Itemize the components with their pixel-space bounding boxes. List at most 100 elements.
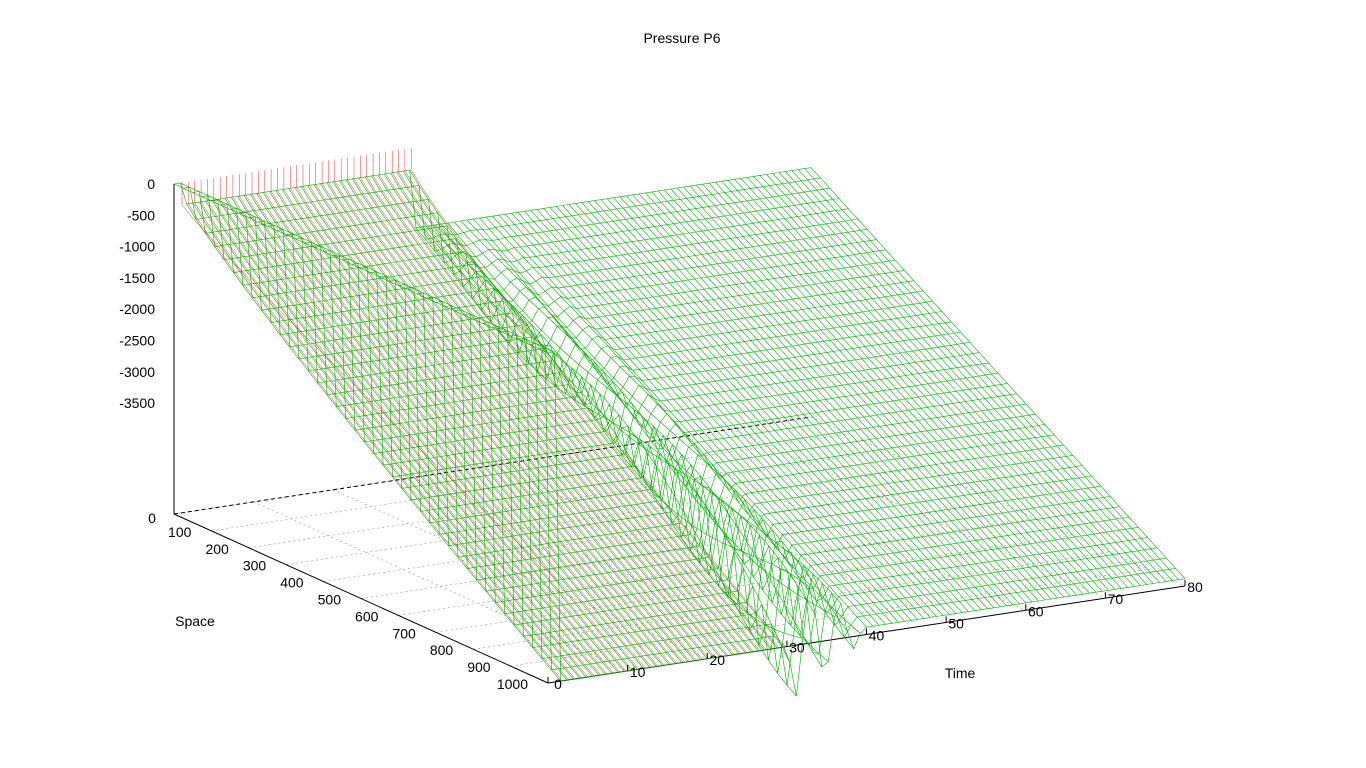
surface-underside-line [372, 153, 748, 653]
surface-underside-line [411, 147, 786, 648]
surface-underside-line [347, 157, 722, 657]
surface-line [463, 313, 1101, 587]
z-tick-label: -1000 [119, 239, 155, 255]
surface-underside-line [245, 173, 620, 673]
surface-underside-line [232, 175, 608, 675]
y-tick-label: 400 [280, 575, 304, 591]
grid-line [492, 465, 867, 635]
surface-underside-line [340, 158, 716, 658]
y-tick-label: 1000 [497, 676, 528, 692]
surface-line [445, 305, 1083, 564]
surface-underside-line [379, 152, 754, 652]
surface-line [547, 351, 1186, 697]
y-tick-label: 600 [355, 608, 379, 624]
surface-underside-line [251, 172, 627, 672]
grid-line [286, 467, 924, 566]
surface-underside-line [226, 176, 601, 676]
surface-underside-line [309, 163, 684, 663]
surface-line [202, 195, 840, 264]
x-tick-label: 0 [554, 676, 562, 692]
surface-underside-line [328, 160, 703, 660]
surface-line [332, 254, 971, 419]
surface-line [379, 275, 1017, 480]
x-tick-label: 30 [789, 640, 805, 656]
surface-underside-line [277, 168, 652, 668]
z-tick-label: -1500 [119, 270, 155, 286]
grid-line [810, 416, 1186, 587]
surface-underside-line [213, 177, 588, 678]
surface-line [538, 347, 1176, 686]
grid-line [211, 433, 849, 532]
y-tick-label: 800 [430, 642, 454, 658]
x-tick-label: 40 [869, 628, 885, 644]
surface-line [473, 317, 1111, 598]
y-axis-label: Space [175, 613, 215, 629]
y-tick-label: 900 [467, 659, 491, 675]
grid-line [571, 453, 947, 623]
x-axis-label: Time [945, 665, 976, 681]
grid-line [731, 428, 1106, 599]
surface-line [323, 250, 961, 408]
pressure-surface [173, 147, 1186, 697]
surface-line [314, 246, 952, 396]
y-tick-label: 500 [318, 592, 342, 608]
surface-line [183, 177, 821, 240]
surface-line [286, 233, 924, 363]
surface-line [220, 203, 858, 288]
surface-underside-line [315, 162, 690, 662]
surface-line [529, 343, 1167, 674]
surface-underside-line [270, 169, 646, 669]
surface-line [466, 219, 842, 604]
y-tick-label: 200 [205, 541, 229, 557]
surface-underside-line [194, 180, 569, 680]
surface-underside-line [200, 179, 576, 680]
surface-line [258, 220, 896, 334]
surface-line [482, 322, 1120, 606]
grid-line [360, 501, 999, 599]
surface-line [239, 212, 877, 312]
surface-line [342, 258, 980, 432]
grid-line [651, 440, 1026, 611]
surface-underside-line [404, 148, 780, 648]
z-tick-label: 0 [147, 176, 155, 192]
surface-underside-line [219, 177, 595, 677]
surface-line [248, 216, 886, 324]
surface-line [519, 339, 1158, 661]
surface-underside-line [385, 151, 760, 651]
surface-underside-line [290, 166, 665, 666]
surface-underside-line [398, 149, 773, 649]
surface-line [417, 292, 1055, 525]
surface-line [407, 288, 1045, 512]
y-tick-label: 0 [148, 510, 156, 526]
y-tick-label: 100 [168, 524, 192, 540]
surface-line [389, 279, 1027, 490]
grid-line [510, 568, 1148, 667]
surface-line [173, 167, 812, 229]
surface-line [276, 229, 914, 354]
surface-line [295, 237, 933, 373]
surface-line [491, 326, 1129, 615]
z-tick-label: -3000 [119, 364, 155, 380]
tick-labels: 0102030405060708001002003004005006007008… [119, 176, 1203, 692]
space-axis [173, 513, 549, 684]
surface-line [304, 241, 942, 384]
y-tick-label: 300 [243, 558, 267, 574]
surface-underside-line [366, 154, 741, 654]
surface-underside-line [360, 155, 735, 655]
surface-line [398, 284, 1036, 501]
surface-underside-line [321, 161, 697, 661]
surface-line [510, 334, 1148, 646]
surface-line [211, 199, 849, 276]
surface-line [454, 309, 1092, 576]
x-tick-label: 50 [948, 615, 964, 631]
surface-line [267, 224, 905, 344]
grid-line [248, 450, 886, 549]
grid-line [323, 484, 961, 582]
surface-line [501, 330, 1139, 632]
y-tick-label: 700 [392, 625, 416, 641]
surface-underside-line [296, 165, 671, 665]
surface-line [360, 267, 999, 457]
surface-line [351, 262, 989, 445]
chart-title: Pressure P6 [643, 30, 720, 46]
surface-underside-line [391, 150, 767, 650]
